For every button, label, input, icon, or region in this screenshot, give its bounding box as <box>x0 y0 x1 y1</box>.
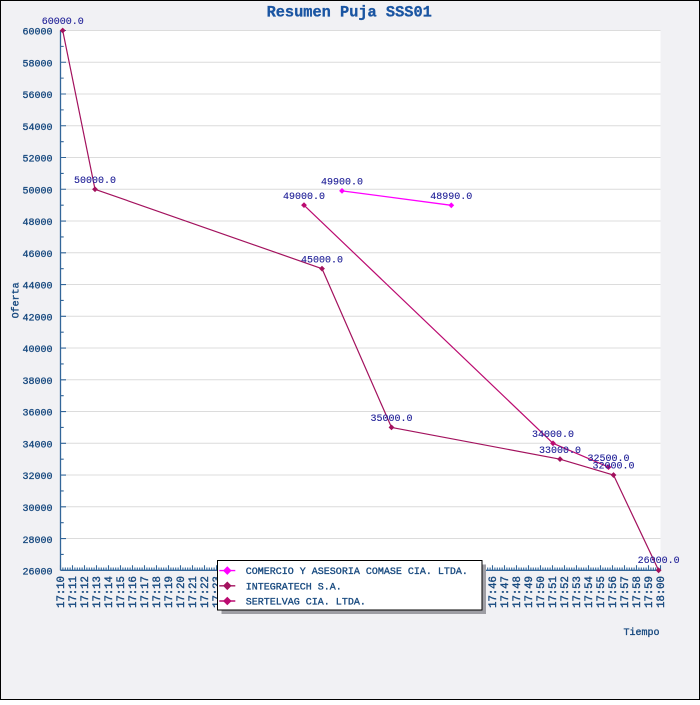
svg-text:17:58: 17:58 <box>632 576 644 608</box>
svg-text:17:46: 17:46 <box>488 576 500 608</box>
svg-text:COMERCIO Y ASESORIA COMASE CIA: COMERCIO Y ASESORIA COMASE CIA. LTDA. <box>246 567 468 578</box>
svg-text:56000: 56000 <box>22 91 52 102</box>
svg-text:32500.0: 32500.0 <box>587 454 629 465</box>
svg-text:17:16: 17:16 <box>128 576 140 608</box>
svg-text:INTEGRATECH S.A.: INTEGRATECH S.A. <box>246 582 342 593</box>
svg-text:17:13: 17:13 <box>92 576 104 608</box>
svg-text:54000: 54000 <box>22 123 52 134</box>
svg-text:17:48: 17:48 <box>512 576 524 608</box>
svg-text:50000: 50000 <box>22 186 52 197</box>
svg-text:17:15: 17:15 <box>116 576 128 608</box>
svg-text:17:57: 17:57 <box>620 576 632 608</box>
svg-text:58000: 58000 <box>22 59 52 70</box>
svg-text:48990.0: 48990.0 <box>430 192 472 203</box>
svg-text:17:52: 17:52 <box>560 576 572 608</box>
svg-text:34000.0: 34000.0 <box>532 430 574 441</box>
svg-text:60000.0: 60000.0 <box>42 17 84 28</box>
svg-text:38000: 38000 <box>22 377 52 388</box>
svg-text:36000: 36000 <box>22 409 52 420</box>
svg-text:60000: 60000 <box>22 28 52 39</box>
svg-text:28000: 28000 <box>22 536 52 547</box>
svg-text:Tiempo: Tiempo <box>623 627 659 639</box>
svg-text:17:22: 17:22 <box>200 576 212 608</box>
svg-text:SERTELVAG CIA. LTDA.: SERTELVAG CIA. LTDA. <box>246 598 366 609</box>
svg-text:45000.0: 45000.0 <box>301 255 343 266</box>
svg-text:17:50: 17:50 <box>536 576 548 608</box>
svg-text:18:00: 18:00 <box>656 576 668 608</box>
svg-text:17:10: 17:10 <box>56 576 68 608</box>
svg-text:42000: 42000 <box>22 313 52 324</box>
svg-text:50000.0: 50000.0 <box>74 176 116 187</box>
svg-text:32000: 32000 <box>22 472 52 483</box>
svg-text:17:12: 17:12 <box>80 576 92 608</box>
svg-text:34000: 34000 <box>22 440 52 451</box>
svg-text:17:19: 17:19 <box>164 576 176 608</box>
svg-text:17:11: 17:11 <box>68 576 80 608</box>
svg-text:17:21: 17:21 <box>188 576 200 608</box>
svg-text:17:59: 17:59 <box>644 576 656 608</box>
svg-text:32000.0: 32000.0 <box>592 462 634 473</box>
svg-text:26000.0: 26000.0 <box>638 556 680 567</box>
svg-text:17:51: 17:51 <box>548 576 560 608</box>
svg-text:17:55: 17:55 <box>596 576 608 608</box>
svg-text:17:18: 17:18 <box>152 576 164 608</box>
svg-text:40000: 40000 <box>22 345 52 356</box>
svg-text:17:14: 17:14 <box>104 576 116 608</box>
svg-text:Oferta: Oferta <box>10 282 22 318</box>
svg-text:17:47: 17:47 <box>500 576 512 608</box>
svg-text:17:54: 17:54 <box>584 576 596 608</box>
svg-text:17:53: 17:53 <box>572 576 584 608</box>
svg-text:17:49: 17:49 <box>524 576 536 608</box>
svg-text:48000: 48000 <box>22 218 52 229</box>
svg-text:30000: 30000 <box>22 504 52 515</box>
svg-text:17:20: 17:20 <box>176 576 188 608</box>
svg-text:52000: 52000 <box>22 155 52 166</box>
svg-text:35000.0: 35000.0 <box>370 414 412 425</box>
svg-text:17:17: 17:17 <box>140 576 152 608</box>
svg-text:26000: 26000 <box>22 568 52 579</box>
svg-text:49900.0: 49900.0 <box>321 178 363 189</box>
svg-text:46000: 46000 <box>22 250 52 261</box>
svg-text:Resumen Puja SSS01: Resumen Puja SSS01 <box>267 4 432 22</box>
svg-text:17:56: 17:56 <box>608 576 620 608</box>
svg-text:49000.0: 49000.0 <box>283 192 325 203</box>
svg-text:33000.0: 33000.0 <box>539 446 581 457</box>
svg-text:44000: 44000 <box>22 282 52 293</box>
